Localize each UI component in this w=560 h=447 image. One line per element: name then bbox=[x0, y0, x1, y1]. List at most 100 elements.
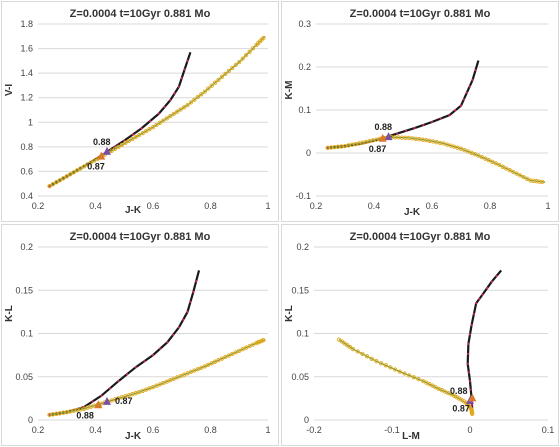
series-marker bbox=[61, 176, 66, 181]
series-marker bbox=[173, 92, 176, 95]
x-tick-label: 0.8 bbox=[484, 201, 497, 211]
series-marker bbox=[157, 112, 160, 115]
series-marker bbox=[151, 354, 155, 357]
series-marker bbox=[199, 365, 204, 370]
series-marker bbox=[147, 127, 152, 132]
series-marker bbox=[479, 154, 485, 160]
marker-triangle bbox=[97, 151, 106, 160]
series-marker bbox=[402, 371, 407, 376]
x-axis-label: J-K bbox=[404, 207, 421, 218]
series-marker bbox=[226, 353, 232, 358]
series-marker bbox=[500, 164, 505, 169]
series-marker bbox=[131, 133, 134, 136]
series-marker bbox=[470, 411, 475, 416]
y-tick-label: 0.15 bbox=[15, 285, 33, 295]
marker-triangle bbox=[103, 396, 111, 405]
annotation-label: 0.87 bbox=[452, 403, 470, 413]
series-marker bbox=[177, 85, 180, 88]
series-marker bbox=[123, 140, 128, 146]
series-marker bbox=[199, 92, 204, 97]
series-marker bbox=[133, 134, 138, 140]
x-tick-label: 0.2 bbox=[32, 425, 45, 435]
series-marker bbox=[465, 91, 468, 94]
x-tick-label: 0 bbox=[467, 425, 472, 435]
series-marker bbox=[462, 147, 467, 153]
series-marker bbox=[467, 342, 470, 345]
series-marker bbox=[150, 125, 156, 130]
series-marker bbox=[175, 109, 180, 114]
y-tick-label: 0.1 bbox=[296, 329, 309, 339]
series-marker bbox=[137, 132, 142, 138]
y-tick-label: 0 bbox=[304, 415, 309, 425]
chart-title: Z=0.0004 t=10Gyr 0.881 Mo bbox=[350, 8, 491, 20]
series-marker bbox=[195, 94, 201, 100]
series-marker bbox=[469, 150, 474, 155]
annotation-label: 0.87 bbox=[115, 396, 133, 406]
marker-triangle bbox=[94, 400, 103, 409]
series-marker bbox=[223, 354, 228, 360]
series-marker bbox=[413, 127, 416, 130]
series-marker bbox=[411, 375, 416, 380]
series-marker bbox=[439, 117, 442, 120]
series-marker bbox=[230, 65, 235, 71]
series-marker bbox=[223, 71, 228, 77]
series-marker bbox=[140, 130, 145, 136]
series-marker bbox=[112, 146, 118, 151]
series-marker bbox=[472, 152, 478, 157]
series-group bbox=[47, 270, 266, 417]
series-marker bbox=[143, 360, 146, 363]
series-marker bbox=[472, 312, 475, 316]
series-marker bbox=[470, 323, 473, 326]
x-tick-label: 0.8 bbox=[204, 201, 217, 211]
series-group bbox=[47, 35, 266, 189]
series-marker bbox=[177, 326, 180, 329]
series-marker bbox=[192, 290, 195, 294]
x-axis-label: J-K bbox=[125, 431, 142, 442]
series-marker bbox=[85, 162, 90, 167]
series-marker bbox=[181, 372, 187, 377]
series-line-black bbox=[49, 270, 201, 416]
series-marker bbox=[134, 366, 137, 369]
series-marker bbox=[486, 158, 491, 163]
series-marker bbox=[339, 339, 344, 344]
series-marker bbox=[247, 343, 252, 349]
tick-labels: -0.1 0 0.1 0.2 0.3 0.2 0.4 0.6 0.8 1 bbox=[295, 19, 550, 211]
series-marker bbox=[233, 62, 238, 68]
series-marker bbox=[143, 128, 149, 134]
series-marker bbox=[178, 107, 183, 112]
x-tick-label: 1 bbox=[545, 201, 550, 211]
series-marker bbox=[490, 280, 493, 283]
series-marker bbox=[189, 300, 192, 303]
x-tick-label: 0.8 bbox=[204, 425, 217, 435]
y-tick-label: 1.2 bbox=[20, 93, 33, 103]
series-marker bbox=[493, 161, 498, 166]
x-tick-label: 1 bbox=[265, 425, 270, 435]
series-marker bbox=[422, 123, 425, 127]
series-marker bbox=[169, 99, 172, 102]
series-marker bbox=[250, 46, 256, 51]
series-marker bbox=[430, 120, 434, 124]
series-marker bbox=[524, 176, 530, 181]
series-marker bbox=[91, 400, 94, 403]
series-marker bbox=[117, 380, 120, 383]
series-marker bbox=[157, 120, 163, 125]
series-marker bbox=[71, 170, 76, 175]
series-marker bbox=[230, 351, 235, 357]
x-tick-label: 0.2 bbox=[32, 201, 45, 211]
annotations: 0.88 0.87 bbox=[369, 122, 393, 154]
series-marker bbox=[392, 367, 398, 372]
series-line-olive bbox=[49, 35, 266, 187]
series-marker bbox=[507, 168, 512, 173]
y-axis-label: K-L bbox=[284, 305, 295, 322]
series-marker bbox=[154, 122, 159, 128]
series-marker bbox=[237, 348, 242, 353]
y-tick-label: 0.4 bbox=[20, 191, 33, 201]
x-tick-label: 0.4 bbox=[368, 201, 381, 211]
series-marker bbox=[183, 68, 186, 71]
chart-panel-vi-jk: Z=0.0004 t=10Gyr 0.881 Mo 0.4 0.6 0.8 1 1.2 1… bbox=[1, 1, 279, 222]
series-marker bbox=[147, 386, 152, 391]
series-marker bbox=[243, 53, 249, 58]
gridlines bbox=[316, 23, 548, 197]
series-marker bbox=[64, 174, 69, 179]
y-tick-label: 0.05 bbox=[15, 372, 33, 382]
